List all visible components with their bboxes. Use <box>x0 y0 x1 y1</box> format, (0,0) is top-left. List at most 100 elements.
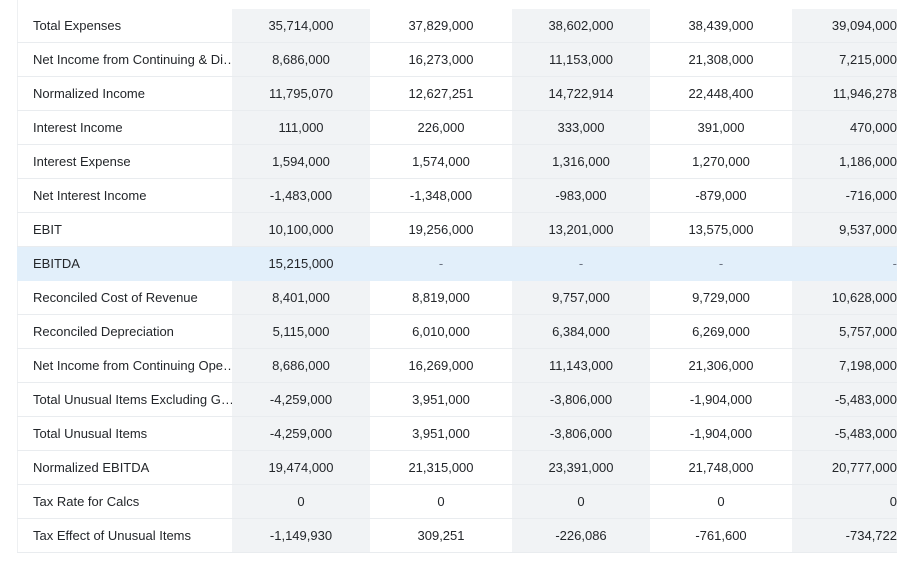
value-cell: 5,115,000 <box>232 315 370 348</box>
value-cell: 16,269,000 <box>408 358 474 373</box>
value-cell: 6,269,000 <box>692 324 750 339</box>
value-cell: 38,602,000 <box>512 9 650 42</box>
value-cell: -226,086 <box>512 519 650 552</box>
value-cell: 470,000 <box>792 111 897 144</box>
value-cell: -5,483,000 <box>792 417 897 450</box>
value-cell: 11,795,070 <box>232 77 370 110</box>
value-cell: 11,946,278 <box>792 77 897 110</box>
value-cell: 35,714,000 <box>232 9 370 42</box>
value-cell: 14,722,914 <box>512 77 650 110</box>
table-row[interactable]: Tax Rate for Calcs 0 0 0 0 0 <box>17 485 897 519</box>
row-label: Net Income from Continuing & Discontinue… <box>33 52 239 67</box>
table-row[interactable]: EBITDA 15,215,000 - - - - <box>17 247 897 281</box>
value-cell: 19,256,000 <box>408 222 474 237</box>
table-row[interactable]: Net Income from Continuing & Discontinue… <box>17 43 897 77</box>
value-cell: 7,215,000 <box>792 43 897 76</box>
value-cell: 22,448,400 <box>688 86 754 101</box>
value-cell: 111,000 <box>232 111 370 144</box>
value-cell: 333,000 <box>512 111 650 144</box>
value-cell: 1,594,000 <box>232 145 370 178</box>
row-label: Reconciled Cost of Revenue <box>33 290 198 305</box>
value-cell: 9,757,000 <box>512 281 650 314</box>
row-label: Reconciled Depreciation <box>33 324 174 339</box>
row-label: EBITDA <box>33 256 80 271</box>
row-label: Net Interest Income <box>33 188 147 203</box>
value-cell: 391,000 <box>697 120 745 135</box>
table-row[interactable]: Reconciled Cost of Revenue 8,401,000 8,819… <box>17 281 897 315</box>
value-cell: -5,483,000 <box>792 383 897 416</box>
value-cell: 8,686,000 <box>232 43 370 76</box>
value-cell: -1,904,000 <box>689 426 753 441</box>
table-row[interactable]: Normalized EBITDA 19,474,000 21,315,000 23,… <box>17 451 897 485</box>
value-cell: 6,010,000 <box>412 324 470 339</box>
row-label: Total Unusual Items <box>33 426 148 441</box>
value-cell: 10,100,000 <box>232 213 370 246</box>
value-cell: 0 <box>792 485 897 518</box>
value-cell: 21,308,000 <box>688 52 754 67</box>
row-label: Normalized EBITDA <box>33 460 150 475</box>
value-cell: - <box>512 247 650 280</box>
value-cell: 37,829,000 <box>408 18 474 33</box>
table-row[interactable]: Tax Effect of Unusual Items -1,149,930 309… <box>17 519 897 553</box>
table-row[interactable]: Total Unusual Items Excluding Goodwill -4… <box>17 383 897 417</box>
row-label: Total Unusual Items Excluding Goodwill <box>33 392 239 407</box>
value-cell: 1,270,000 <box>692 154 750 169</box>
table-row[interactable]: Interest Income 111,000 226,000 333,000 391,… <box>17 111 897 145</box>
row-label: Net Income from Continuing Operation Net… <box>33 358 239 373</box>
value-cell: 7,198,000 <box>792 349 897 382</box>
value-cell: 23,391,000 <box>512 451 650 484</box>
value-cell: 8,401,000 <box>232 281 370 314</box>
value-cell: -4,259,000 <box>232 417 370 450</box>
table-row[interactable]: EBIT 10,100,000 19,256,000 13,201,000 13,575… <box>17 213 897 247</box>
row-label: EBIT <box>33 222 62 237</box>
value-cell: - <box>438 256 444 271</box>
value-cell: -3,806,000 <box>512 417 650 450</box>
value-cell: 16,273,000 <box>408 52 474 67</box>
value-cell: 8,686,000 <box>232 349 370 382</box>
row-label: Tax Rate for Calcs <box>33 494 140 509</box>
value-cell: 11,143,000 <box>512 349 650 382</box>
value-cell: -3,806,000 <box>512 383 650 416</box>
value-cell: -879,000 <box>695 188 747 203</box>
table-row[interactable]: Normalized Income 11,795,070 12,627,251 14,… <box>17 77 897 111</box>
value-cell: 19,474,000 <box>232 451 370 484</box>
value-cell: 21,748,000 <box>688 460 754 475</box>
value-cell: -761,600 <box>695 528 747 543</box>
table-row[interactable]: Net Income from Continuing Operation Net… <box>17 349 897 383</box>
table-row[interactable]: Total Expenses 35,714,000 37,829,000 38,602… <box>17 9 897 43</box>
value-cell: -983,000 <box>512 179 650 212</box>
value-cell: -1,348,000 <box>409 188 473 203</box>
value-cell: 10,628,000 <box>792 281 897 314</box>
row-label: Total Expenses <box>33 18 122 33</box>
table-row[interactable]: Reconciled Depreciation 5,115,000 6,010,00… <box>17 315 897 349</box>
row-label: Tax Effect of Unusual Items <box>33 528 191 543</box>
value-cell: -1,483,000 <box>232 179 370 212</box>
value-cell: 13,201,000 <box>512 213 650 246</box>
value-cell: - <box>718 256 724 271</box>
financials-table: Total Expenses 35,714,000 37,829,000 38,602… <box>17 9 897 553</box>
value-cell: 21,306,000 <box>688 358 754 373</box>
value-cell: 12,627,251 <box>408 86 474 101</box>
value-cell: 226,000 <box>417 120 465 135</box>
value-cell: 3,951,000 <box>412 392 470 407</box>
value-cell: 38,439,000 <box>688 18 754 33</box>
value-cell: 0 <box>512 485 650 518</box>
value-cell: 15,215,000 <box>232 247 370 280</box>
value-cell: 39,094,000 <box>792 9 897 42</box>
row-label: Interest Income <box>33 120 123 135</box>
row-label: Interest Expense <box>33 154 131 169</box>
value-cell: -734,722 <box>792 519 897 552</box>
value-cell: -1,149,930 <box>232 519 370 552</box>
value-cell: 21,315,000 <box>408 460 474 475</box>
value-cell: 9,537,000 <box>792 213 897 246</box>
value-cell: 11,153,000 <box>512 43 650 76</box>
value-cell: 13,575,000 <box>688 222 754 237</box>
value-cell: 0 <box>437 494 445 509</box>
table-row[interactable]: Net Interest Income -1,483,000 -1,348,000 -… <box>17 179 897 213</box>
value-cell: 9,729,000 <box>692 290 750 305</box>
table-row[interactable]: Total Unusual Items -4,259,000 3,951,000 -3… <box>17 417 897 451</box>
table-row[interactable]: Interest Expense 1,594,000 1,574,000 1,316,… <box>17 145 897 179</box>
value-cell: 0 <box>232 485 370 518</box>
value-cell: 20,777,000 <box>792 451 897 484</box>
value-cell: -716,000 <box>792 179 897 212</box>
